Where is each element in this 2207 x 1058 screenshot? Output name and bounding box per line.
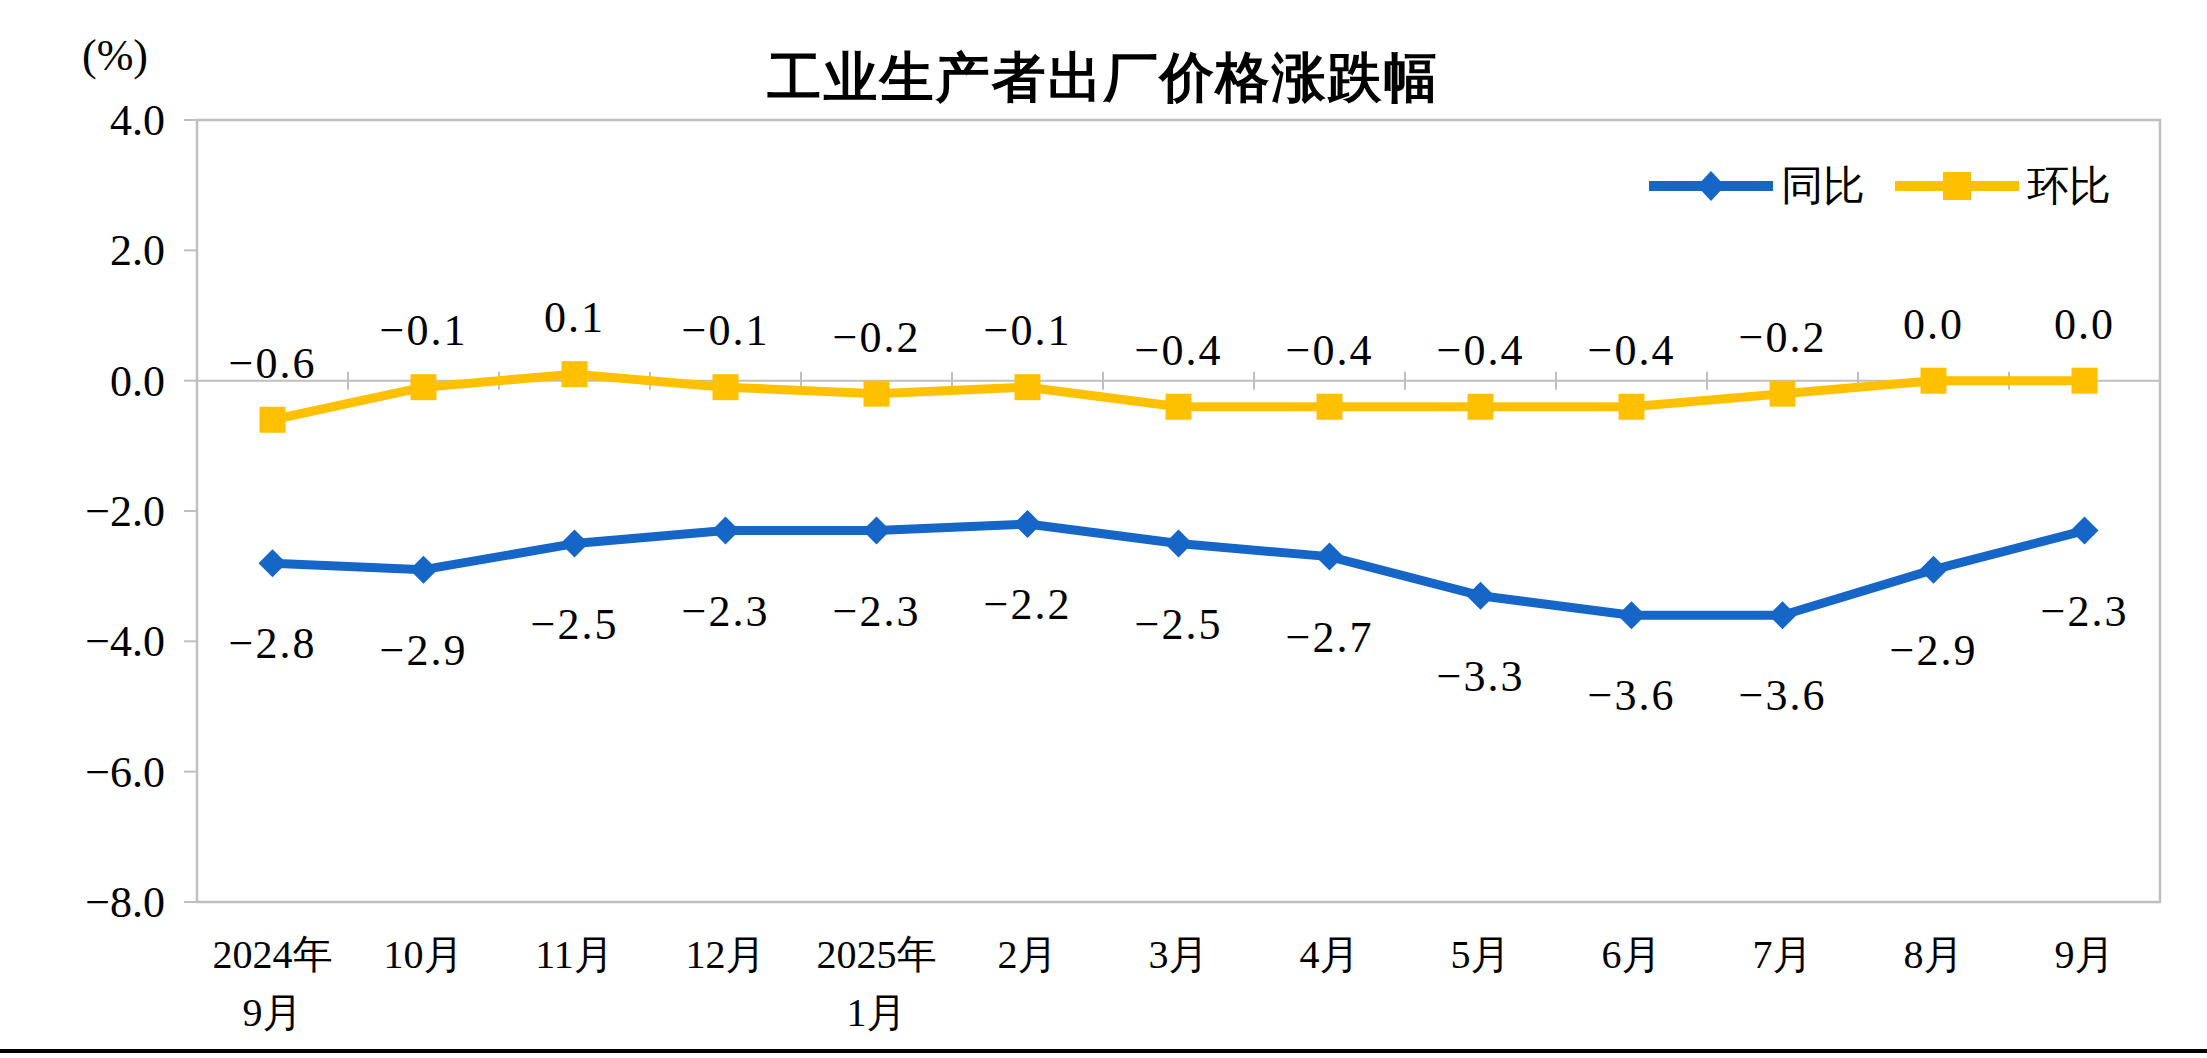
marker-diamond: [1618, 601, 1646, 629]
data-label: −2.2: [984, 580, 1072, 629]
marker-diamond: [410, 556, 438, 584]
data-label: −2.9: [380, 626, 468, 675]
marker-diamond: [1014, 510, 1042, 538]
data-label: −2.3: [833, 587, 921, 636]
data-label: −3.3: [1437, 652, 1525, 701]
marker-diamond: [1769, 601, 1797, 629]
marker-square: [1468, 394, 1494, 420]
x-axis-label: 9月: [2055, 932, 2115, 977]
x-axis-label: 7月: [1753, 932, 1813, 977]
data-label: −2.8: [229, 619, 317, 668]
x-axis-label: 4月: [1300, 932, 1360, 977]
y-axis-tick-label: 0.0: [110, 357, 165, 406]
plot-border: [197, 120, 2160, 902]
marker-diamond: [1920, 556, 1948, 584]
y-axis-tick-label: −6.0: [85, 748, 165, 797]
data-label: −2.3: [682, 587, 770, 636]
data-label: −2.5: [1135, 600, 1223, 649]
data-label: −0.1: [380, 306, 468, 355]
x-axis-label: 6月: [1602, 932, 1662, 977]
marker-diamond: [561, 530, 589, 558]
marker-square: [562, 361, 588, 387]
data-label: 0.1: [544, 293, 605, 342]
marker-diamond: [2071, 517, 2099, 545]
marker-square: [2072, 368, 2098, 394]
y-axis-tick-label: −2.0: [85, 487, 165, 536]
data-label: 0.0: [2054, 300, 2115, 349]
data-label: −3.6: [1739, 671, 1827, 720]
marker-square: [1770, 381, 1796, 407]
data-label: −0.4: [1135, 326, 1223, 375]
marker-diamond: [712, 517, 740, 545]
x-axis-label: 3月: [1149, 932, 1209, 977]
data-label: −0.1: [682, 306, 770, 355]
marker-square: [411, 374, 437, 400]
x-axis-label: 8月: [1904, 932, 1964, 977]
y-axis-tick-label: 4.0: [110, 96, 165, 145]
data-label: −0.2: [1739, 313, 1827, 362]
data-label: −2.7: [1286, 613, 1374, 662]
y-axis-tick-label: −4.0: [85, 617, 165, 666]
marker-square: [1619, 394, 1645, 420]
chart-canvas: 4.0 2.0 0.0 −2.0 −4.0 −6.0 −8.0 2024年9月 10月 11月 12…: [0, 0, 2207, 1058]
marker-square: [1166, 394, 1192, 420]
x-axis-label: 2025年1月: [817, 932, 937, 1035]
chart-page: 工业生产者出厂价格涨跌幅 (%) 同比 环比 4.02.00.0−2.0−4.0…: [0, 0, 2207, 1058]
marker-square: [260, 407, 286, 433]
x-axis-label: 2024年9月: [213, 932, 333, 1035]
marker-square: [713, 374, 739, 400]
data-label: −0.4: [1437, 326, 1525, 375]
data-label: −2.9: [1890, 626, 1978, 675]
data-label: −2.3: [2041, 587, 2129, 636]
data-label: −2.5: [531, 600, 619, 649]
data-label: −0.6: [229, 339, 317, 388]
x-axis-label: 12月: [686, 932, 766, 977]
marker-square: [1015, 374, 1041, 400]
marker-square: [1921, 368, 1947, 394]
marker-diamond: [863, 517, 891, 545]
page-bottom-divider: [0, 1049, 2207, 1053]
data-label: 0.0: [1903, 300, 1964, 349]
x-axis-label: 10月: [384, 932, 464, 977]
data-label: −0.2: [833, 313, 921, 362]
data-label: −0.1: [984, 306, 1072, 355]
marker-diamond: [1316, 543, 1344, 571]
x-axis-label: 5月: [1451, 932, 1511, 977]
data-label: −0.4: [1588, 326, 1676, 375]
x-axis-label: 2月: [998, 932, 1058, 977]
data-label: −0.4: [1286, 326, 1374, 375]
marker-diamond: [259, 549, 287, 577]
y-axis-tick-label: −8.0: [85, 878, 165, 927]
data-label: −3.6: [1588, 671, 1676, 720]
marker-square: [864, 381, 890, 407]
marker-diamond: [1165, 530, 1193, 558]
marker-square: [1317, 394, 1343, 420]
x-axis-label: 11月: [535, 932, 614, 977]
marker-diamond: [1467, 582, 1495, 610]
y-axis-tick-label: 2.0: [110, 226, 165, 275]
